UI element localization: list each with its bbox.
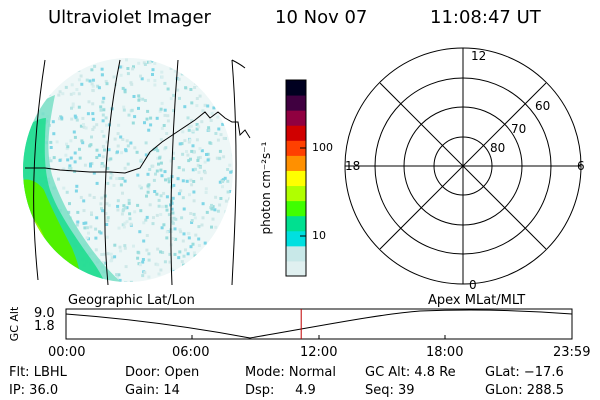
colorbar-segment	[286, 200, 306, 217]
x-tick-2359: 23:59	[553, 345, 591, 360]
colorbar-segment	[286, 155, 306, 171]
time-label: 11:08:47 UT	[430, 7, 541, 28]
instrument-title: Ultraviolet Imager	[48, 7, 211, 28]
colorbar-segment	[286, 245, 306, 262]
info-mode: Mode: Normal	[245, 365, 336, 380]
info-seq: Seq: 39	[365, 383, 415, 398]
altitude-timeline	[65, 308, 573, 340]
date-label: 10 Nov 07	[275, 7, 368, 28]
y-tick-low: 1.8	[34, 319, 55, 334]
colorbar-segment	[286, 80, 306, 96]
colorbar-frame	[285, 79, 307, 277]
coastline	[25, 111, 251, 174]
colorbar-segment	[286, 140, 306, 156]
colorbar-segment	[286, 95, 306, 111]
colorbar-segment	[286, 260, 306, 277]
info-door: Door: Open	[125, 365, 200, 380]
lat-label-70: 70	[511, 122, 526, 136]
x-tick-0000: 00:00	[48, 345, 86, 360]
info-gc-alt: GC Alt: 4.8 Re	[365, 365, 456, 380]
apex-label: Apex MLat/MLT	[428, 293, 526, 308]
colorbar-segment	[286, 170, 306, 187]
colorbar-segment	[286, 185, 306, 202]
colorbar	[286, 80, 306, 277]
x-tick-0600: 06:00	[172, 345, 210, 360]
meridian-lines	[33, 59, 246, 286]
mlt-label-0: 0	[469, 278, 477, 292]
colorbar-segment	[286, 215, 306, 232]
x-tick-1800: 18:00	[426, 345, 464, 360]
info-ip: IP: 36.0	[9, 383, 59, 398]
geographic-label: Geographic Lat/Lon	[68, 293, 195, 308]
x-tick-1200: 12:00	[300, 345, 338, 360]
lat-label-60: 60	[535, 99, 550, 113]
y-tick-high: 9.0	[34, 306, 55, 321]
colorbar-tick-100: 100	[312, 141, 333, 154]
colorbar-segment	[286, 110, 306, 126]
mlt-label-6: 6	[577, 159, 585, 173]
info-gain: Gain: 14	[125, 383, 180, 398]
lat-label-80: 80	[490, 141, 505, 155]
info-glat: GLat: −17.6	[485, 365, 564, 380]
mlt-label-18: 18	[345, 159, 360, 173]
timeline-y-label: GC Alt	[8, 306, 21, 341]
info-dsp: Dsp: 4.9	[245, 383, 316, 398]
polar-grid	[344, 47, 582, 285]
colorbar-unit: photon cm⁻²s⁻¹	[259, 141, 273, 234]
mlt-label-12: 12	[471, 49, 486, 63]
uv-image	[23, 58, 233, 282]
info-flt: Flt: LBHL	[9, 365, 67, 380]
colorbar-tick-10: 10	[312, 229, 326, 242]
colorbar-segment	[286, 230, 306, 247]
colorbar-segment	[286, 125, 306, 141]
info-glon: GLon: 288.5	[485, 383, 565, 398]
